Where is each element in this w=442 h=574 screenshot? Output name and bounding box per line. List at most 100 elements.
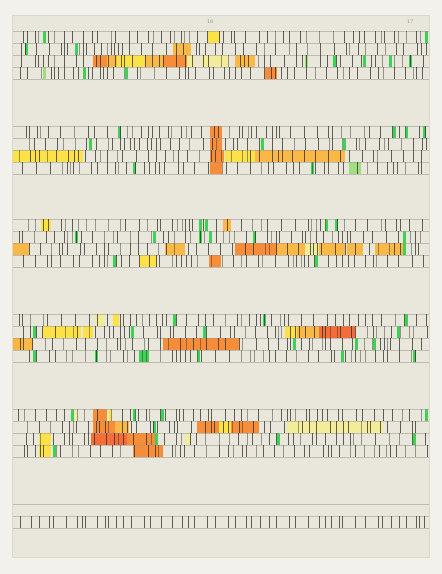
bar-line: [370, 421, 371, 433]
bar-line: [362, 150, 363, 162]
bar-line: [325, 433, 326, 445]
bar-line: [245, 326, 246, 338]
bar-line: [314, 255, 315, 267]
color-block: [187, 55, 195, 67]
color-block: [39, 445, 51, 457]
bar-line: [60, 445, 61, 457]
bar-line: [162, 314, 163, 326]
bar-line: [144, 162, 145, 174]
bar-line: [300, 433, 301, 445]
bar-line: [61, 43, 62, 55]
bar-line: [186, 255, 187, 267]
bar-line: [188, 516, 189, 528]
bar-line: [413, 138, 414, 150]
color-block: [91, 433, 127, 445]
color-block: [210, 150, 224, 162]
bar-line: [256, 314, 257, 326]
bar-line: [310, 243, 311, 255]
bar-line: [129, 326, 130, 338]
bar-line: [156, 255, 157, 267]
bar-line: [96, 421, 97, 433]
bar-line: [135, 162, 136, 174]
bar-line: [118, 43, 119, 55]
bar-line: [364, 31, 365, 43]
bar-line: [229, 350, 230, 362]
bar-line: [78, 445, 79, 457]
bar-line: [72, 350, 73, 362]
staff-line: [13, 362, 429, 363]
bar-line: [141, 43, 142, 55]
bar-line: [48, 31, 49, 43]
bar-line: [151, 433, 152, 445]
bar-line: [385, 43, 386, 55]
bar-line: [19, 231, 20, 243]
bar-line: [40, 243, 41, 255]
bar-line: [60, 126, 61, 138]
bar-line: [365, 350, 366, 362]
bar-line: [323, 231, 324, 243]
bar-line: [355, 219, 356, 231]
bar-line: [229, 433, 230, 445]
bar-line: [70, 162, 71, 174]
bar-line: [160, 219, 161, 231]
bar-line: [62, 162, 63, 174]
bar-line: [48, 126, 49, 138]
bar-line: [52, 338, 53, 350]
bar-line: [343, 314, 344, 326]
bar-line: [287, 409, 288, 421]
bar-line: [113, 231, 114, 243]
bar-line: [415, 231, 416, 243]
bar-line: [164, 433, 165, 445]
bar-line: [230, 326, 231, 338]
bar-line: [148, 31, 149, 43]
bar-line: [278, 150, 279, 162]
score-system: [13, 219, 429, 268]
bar-line: [355, 516, 356, 528]
bar-line: [384, 338, 385, 350]
bar-line: [66, 516, 67, 528]
color-block: [203, 326, 206, 338]
bar-line: [264, 421, 265, 433]
bar-line: [327, 55, 328, 67]
bar-line: [421, 409, 422, 421]
score-system: [13, 126, 429, 175]
bar-line: [203, 138, 204, 150]
bar-line: [406, 31, 407, 43]
color-block: [205, 219, 208, 231]
bar-line: [307, 43, 308, 55]
color-block: [319, 326, 355, 338]
bar-line: [251, 516, 252, 528]
bar-line: [148, 126, 149, 138]
bar-line: [332, 138, 333, 150]
bar-line: [172, 255, 173, 267]
bar-line: [185, 55, 186, 67]
bar-line: [95, 150, 96, 162]
bar-line: [272, 409, 273, 421]
bar-line: [107, 43, 108, 55]
bar-line: [302, 55, 303, 67]
color-block: [335, 219, 338, 231]
bar-line: [329, 138, 330, 150]
bar-line: [24, 409, 25, 421]
bar-line: [152, 126, 153, 138]
bar-line: [410, 55, 411, 67]
bar-line: [91, 162, 92, 174]
bar-line: [120, 126, 121, 138]
bar-line: [170, 326, 171, 338]
color-block: [315, 255, 318, 267]
bar-line: [342, 138, 343, 150]
bar-line: [231, 150, 232, 162]
bar-line: [129, 43, 130, 55]
bar-line: [40, 445, 41, 457]
bar-line: [114, 43, 115, 55]
bar-line: [20, 338, 21, 350]
color-block: [173, 314, 176, 326]
bar-line: [216, 219, 217, 231]
bar-line: [43, 314, 44, 326]
bar-line: [174, 231, 175, 243]
bar-line: [342, 338, 343, 350]
bar-line: [378, 516, 379, 528]
bar-line: [158, 445, 159, 457]
color-block: [403, 231, 406, 243]
bar-line: [247, 150, 248, 162]
